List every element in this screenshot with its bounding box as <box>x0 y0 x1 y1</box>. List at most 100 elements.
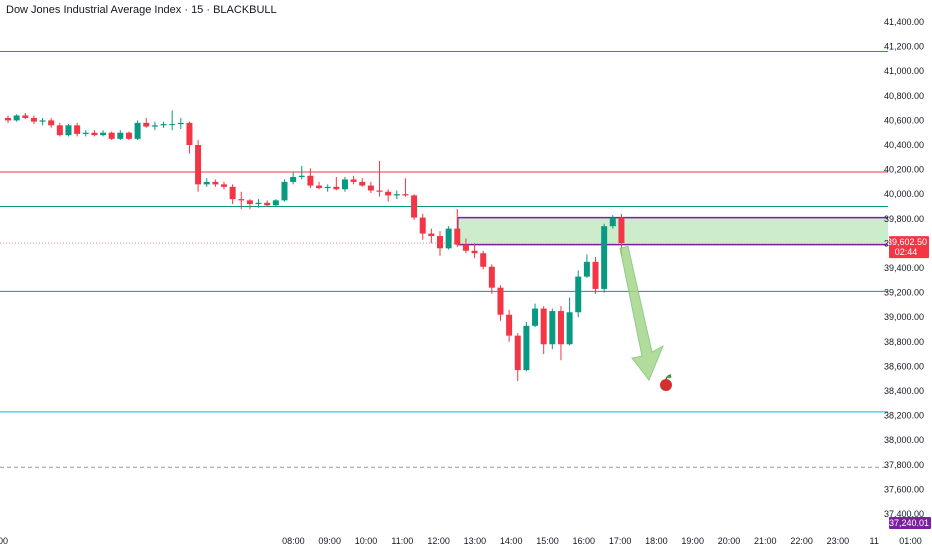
low-price-badge <box>889 517 931 529</box>
entry-zone <box>457 216 888 246</box>
candle <box>13 114 20 122</box>
candle-body <box>575 276 582 313</box>
price-tick-label: 39,200.00 <box>884 288 924 298</box>
candle-body <box>264 202 271 206</box>
time-tick-label: 15:00 <box>536 536 559 546</box>
candle-body <box>281 181 288 201</box>
time-tick-label: 12:00 <box>427 536 450 546</box>
projection-arrow <box>619 245 664 382</box>
candle-body <box>402 194 409 196</box>
candle-body <box>462 244 469 251</box>
candle <box>532 303 539 328</box>
price-tick-label: 40,600.00 <box>884 115 924 125</box>
time-tick-label: 11 <box>870 536 879 546</box>
candle-body <box>246 200 253 205</box>
time-tick-label: 10:00 <box>355 536 378 546</box>
candle <box>609 215 616 229</box>
candle-body <box>333 186 340 190</box>
time-tick-label: 09:00 <box>318 536 341 546</box>
candle <box>117 130 124 141</box>
candle-body <box>437 236 443 249</box>
candle-body <box>480 253 487 267</box>
candle-body <box>471 250 478 254</box>
price-tick-label: 39,000.00 <box>884 312 924 322</box>
candle-body <box>592 261 599 289</box>
candle <box>22 113 29 120</box>
last-price-label: 39,602.50 <box>887 237 927 247</box>
candle-body <box>272 200 279 206</box>
candle-body <box>5 117 11 121</box>
candle <box>488 264 495 294</box>
candle-body <box>30 117 37 122</box>
candle-body <box>143 122 150 127</box>
candle <box>39 117 46 126</box>
candle <box>221 181 227 190</box>
candle-body <box>151 125 158 127</box>
candle <box>367 181 374 193</box>
candle-body <box>13 115 20 121</box>
candle <box>48 117 55 128</box>
candle-body <box>65 125 72 136</box>
candle <box>316 181 323 190</box>
candle <box>445 226 452 250</box>
candle <box>575 270 582 318</box>
candle-body <box>393 194 400 196</box>
time-tick-label: 18:00 <box>645 536 668 546</box>
low-price-label: 37,240.01 <box>889 518 929 528</box>
candle <box>74 122 81 137</box>
candle <box>264 200 271 207</box>
apple-leaf <box>666 375 672 379</box>
candle <box>601 223 608 293</box>
time-tick-label: 20:00 <box>718 536 741 546</box>
candle <box>5 115 11 123</box>
candle-body <box>56 125 63 136</box>
candle-body <box>238 199 245 201</box>
candle <box>195 140 202 192</box>
time-tick-label: 13:00 <box>464 536 487 546</box>
candle <box>557 306 564 361</box>
candle-body <box>350 179 357 182</box>
price-axis: 41,400.00 41,200.00 41,000.00 40,800.00 40,6… <box>884 17 931 529</box>
candle-body <box>186 122 193 145</box>
candle <box>298 165 305 180</box>
candle <box>462 238 469 254</box>
candle-body <box>134 122 141 139</box>
candle-body <box>540 308 547 345</box>
candle <box>255 199 262 208</box>
candle <box>30 115 37 125</box>
price-tick-label: 39,400.00 <box>884 263 924 273</box>
price-tick-label: 38,200.00 <box>884 411 924 421</box>
candle <box>143 117 150 128</box>
candle <box>246 199 253 209</box>
candle-body <box>583 261 590 277</box>
candle-body <box>195 145 202 185</box>
price-tick-label: 41,000.00 <box>884 66 924 76</box>
time-tick-label: 17:00 <box>609 536 632 546</box>
candle <box>203 178 210 187</box>
candle <box>324 184 331 192</box>
candle-body <box>48 120 55 126</box>
candle-body <box>497 287 504 315</box>
candle <box>471 243 478 259</box>
candle-body <box>203 181 210 185</box>
candle-body <box>212 181 219 185</box>
candle <box>186 121 193 154</box>
candle-body <box>91 132 98 136</box>
candle <box>454 208 461 248</box>
candle <box>419 213 426 240</box>
time-tick-label: 21:00 <box>754 536 777 546</box>
candle <box>108 131 115 141</box>
candle-body <box>117 132 124 139</box>
time-tick-label: 22:00 <box>790 536 813 546</box>
time-tick-label: 11:00 <box>391 536 413 546</box>
candle <box>566 297 573 346</box>
candle <box>428 228 435 244</box>
candle <box>82 130 89 137</box>
candle-body <box>618 217 625 244</box>
time-axis: 00 08:00 09:00 10:00 11:00 12:00 13:00 14:00 15:… <box>0 536 922 546</box>
candle-body <box>229 186 236 200</box>
candle-body <box>22 115 29 118</box>
candle-body <box>359 181 366 186</box>
price-tick-label: 37,600.00 <box>884 484 924 494</box>
